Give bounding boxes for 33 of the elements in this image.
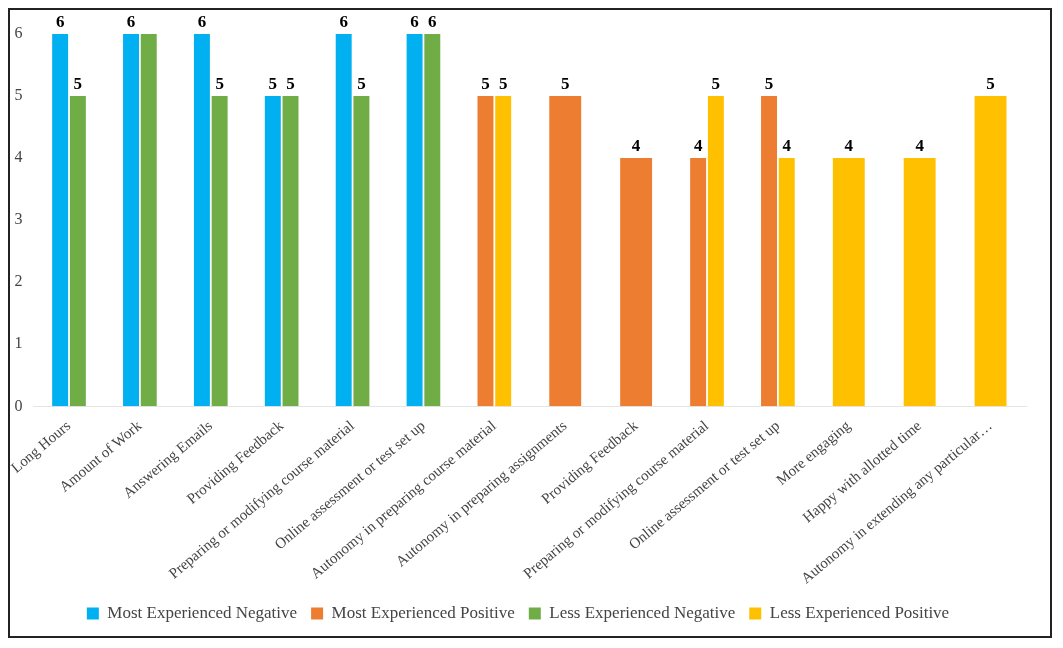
y-tick-label: 2: [14, 272, 23, 290]
data-label: 5: [560, 73, 570, 93]
y-tick-label: 3: [14, 210, 23, 228]
data-label: 4: [915, 135, 925, 155]
legend-label: Most Experienced Positive: [331, 602, 515, 622]
data-label: 5: [215, 73, 224, 93]
data-label: 4: [693, 135, 703, 155]
data-label: 4: [782, 135, 792, 155]
legend-label: Less Experienced Negative: [549, 602, 736, 622]
data-label: 5: [286, 73, 295, 93]
y-tick-label: 0: [14, 396, 23, 414]
y-tick-label: 5: [14, 86, 23, 104]
data-label: 6: [428, 11, 437, 31]
y-tick-label: 4: [14, 148, 23, 166]
data-label: 6: [126, 11, 136, 31]
data-label: 4: [844, 135, 854, 155]
data-label: 5: [498, 73, 508, 93]
data-label: 6: [197, 11, 207, 31]
y-tick-label: 1: [14, 334, 23, 352]
data-label: 5: [764, 73, 774, 93]
legend-label: Most Experienced Negative: [107, 602, 298, 622]
legend-label: Less Experienced Positive: [769, 602, 950, 622]
data-label: 6: [410, 11, 419, 31]
y-tick-label: 6: [14, 24, 23, 42]
data-label: 6: [339, 11, 348, 31]
data-label: 5: [73, 73, 83, 93]
data-label: 6: [55, 11, 65, 31]
data-label: 5: [268, 73, 278, 93]
data-label: 5: [357, 73, 366, 93]
data-label: 5: [711, 73, 721, 93]
data-label: 5: [986, 73, 995, 93]
data-label: 5: [481, 73, 490, 93]
data-label: 4: [631, 135, 641, 155]
